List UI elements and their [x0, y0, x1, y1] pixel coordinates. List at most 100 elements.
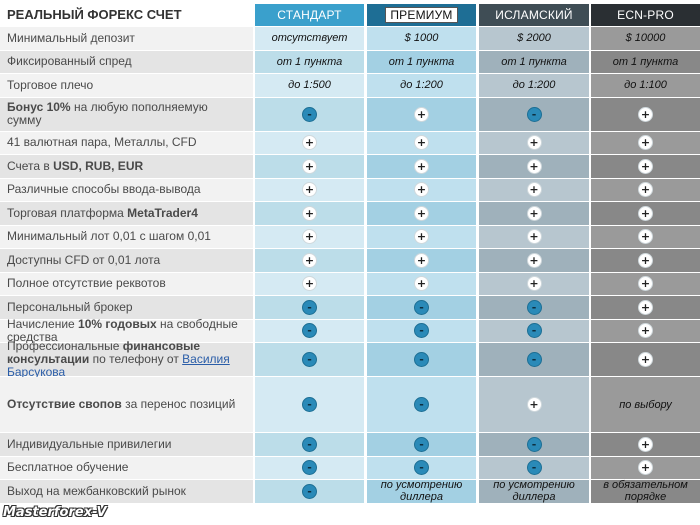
plus-circle-icon: + [526, 158, 542, 174]
cell-value: до 1:100 [624, 79, 667, 92]
column-divider [364, 343, 367, 376]
cell-premium: $ 1000 [367, 27, 476, 50]
row-label-text: Фиксированный спред [7, 54, 132, 69]
column-divider [476, 155, 479, 178]
minus-circle-icon: - [414, 460, 429, 476]
row-label-text: Бонус 10% на любую пополняемую сумму [7, 101, 243, 127]
plus-circle-icon: + [638, 106, 653, 122]
cell-islamic: до 1:200 [479, 74, 589, 97]
cell-islamic: + [479, 202, 589, 225]
column-divider [589, 4, 591, 26]
minus-circle-icon: - [414, 436, 429, 452]
column-header-premium[interactable]: ПРЕМИУМ [367, 4, 476, 26]
plus-circle-icon: + [302, 252, 317, 268]
column-header-label: СТАНДАРТ [277, 8, 342, 22]
row-label-text: Торговое плечо [7, 77, 94, 92]
cell-value: до 1:500 [288, 79, 331, 92]
row-label-text: Доступны CFD от 0,01 лота [7, 252, 161, 267]
cell-ecn-pro: + [591, 433, 700, 456]
cell-premium: - [367, 296, 476, 319]
cell-islamic: по усмотрению диллера [479, 479, 589, 504]
cell-ecn-pro: по выбору [591, 377, 700, 432]
column-divider [253, 74, 255, 97]
cell-ecn-pro: + [591, 155, 700, 178]
column-divider [364, 377, 367, 432]
row-label-part: за перенос позиций [121, 397, 236, 411]
row-label-text: Отсутствие свопов за перенос позиций [7, 398, 235, 411]
plus-circle-icon: + [638, 205, 653, 221]
plus-circle-icon: + [526, 276, 542, 292]
row-label-part: Счета в [7, 158, 54, 173]
minus-circle-icon: - [302, 397, 317, 412]
row-label: Отсутствие свопов за перенос позиций [0, 377, 253, 432]
cell-premium: + [367, 131, 476, 154]
plus-circle-icon: + [526, 182, 542, 198]
plus-circle-icon: + [414, 158, 429, 174]
column-header-ecn-pro[interactable]: ECN-PRO [591, 4, 700, 26]
column-divider [589, 272, 591, 295]
column-divider [364, 456, 367, 479]
minus-circle-icon: - [526, 299, 542, 315]
cell-value: по усмотрению диллера [493, 479, 575, 504]
cell-standard: отсутствует [255, 27, 364, 50]
consultant-link[interactable]: Василия Барсукова [7, 352, 230, 379]
row-label: Профессиональные финансовые консультации… [0, 340, 253, 379]
column-divider [476, 296, 479, 319]
column-divider [589, 433, 591, 456]
plus-circle-icon: + [302, 205, 317, 221]
column-header-islamic[interactable]: ИСЛАМСКИЙ [479, 4, 589, 26]
cell-standard: + [255, 272, 364, 295]
masterforex-watermark: Masterforex-V [3, 505, 107, 520]
row-label: Доступны CFD от 0,01 лота [0, 249, 253, 272]
row-label-text: Полное отсутствие реквотов [7, 276, 166, 291]
column-divider [364, 249, 367, 272]
cell-premium: по усмотрению диллера [367, 479, 476, 503]
column-divider [364, 74, 367, 97]
row-label: Индивидуальные привилегии [0, 433, 253, 456]
row-label-part: на любую пополняемую сумму [7, 100, 208, 127]
row-label: Счета в USD, RUB, EUR [0, 155, 253, 178]
column-divider [589, 27, 591, 50]
row-label-text: 41 валютная пара, Металлы, CFD [7, 135, 197, 150]
plus-circle-icon: + [638, 182, 653, 198]
plus-circle-icon: + [638, 436, 653, 452]
column-divider [589, 225, 591, 248]
column-divider [253, 249, 255, 272]
cell-ecn-pro: до 1:100 [591, 74, 700, 97]
column-divider [253, 377, 255, 432]
account-comparison-table: РЕАЛЬНЫЙ ФОРЕКС СЧЕТ СТАНДАРТ ПРЕМИУМ ИСЛАМ… [0, 4, 700, 505]
cell-islamic: + [479, 155, 589, 178]
cell-standard: от 1 пункта [255, 50, 364, 73]
plus-circle-icon: + [414, 229, 429, 245]
cell-islamic: - [479, 343, 589, 376]
plus-circle-icon: + [414, 252, 429, 268]
cell-premium: - [367, 343, 476, 376]
column-header-standard[interactable]: СТАНДАРТ [255, 4, 364, 26]
cell-standard: + [255, 131, 364, 154]
cell-ecn-pro: в обязательном порядке [591, 479, 700, 503]
minus-circle-icon: - [302, 483, 317, 499]
minus-circle-icon: - [302, 352, 317, 367]
column-divider [476, 202, 479, 225]
cell-ecn-pro: + [591, 296, 700, 319]
column-divider [589, 50, 591, 73]
cell-premium: - [367, 433, 476, 456]
column-divider [253, 296, 255, 319]
cell-premium: + [367, 178, 476, 201]
cell-premium: + [367, 202, 476, 225]
column-divider [476, 249, 479, 272]
cell-ecn-pro: + [591, 319, 700, 342]
plus-circle-icon: + [302, 158, 317, 174]
row-label: Выход на межбанковский рынок [0, 480, 253, 503]
column-divider [476, 319, 479, 342]
minus-circle-icon: - [414, 397, 429, 412]
row-label: Минимальный лот 0,01 с шагом 0,01 [0, 225, 253, 248]
column-divider [364, 319, 367, 342]
column-divider [476, 225, 479, 248]
column-header-label: ИСЛАМСКИЙ [495, 8, 573, 22]
cell-ecn-pro: $ 10000 [591, 27, 700, 50]
cell-islamic: $ 2000 [479, 27, 589, 50]
cell-value: от 1 пункта [612, 55, 679, 68]
row-label-part: Профессиональные [7, 339, 123, 353]
cell-ecn-pro: + [591, 343, 700, 376]
